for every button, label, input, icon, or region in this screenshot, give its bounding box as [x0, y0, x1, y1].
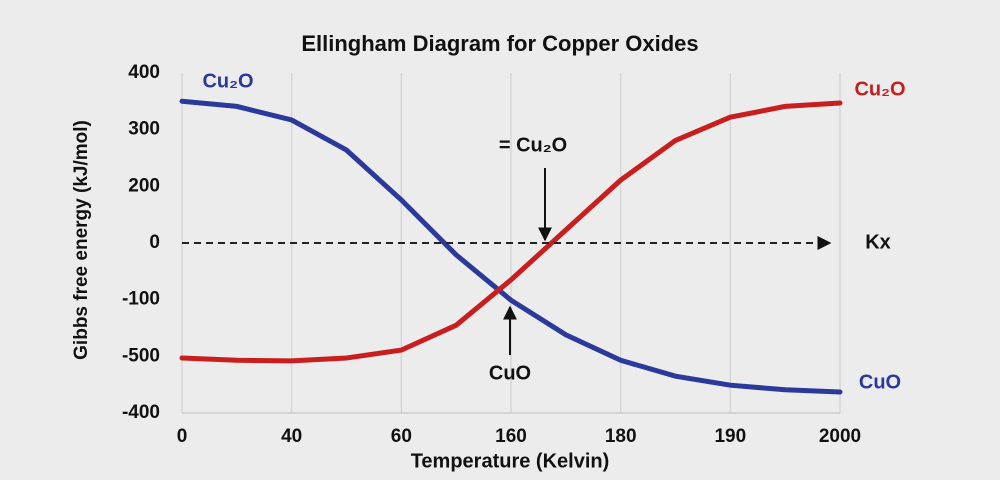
x-tick-label: 40	[281, 426, 302, 447]
annotation: Kx	[865, 231, 891, 253]
x-tick-label: 0	[177, 426, 188, 447]
x-tick-label: 190	[714, 426, 746, 447]
annotation: Cu₂O	[202, 70, 253, 92]
series-line	[179, 100, 843, 364]
annotation: Cu₂O	[854, 78, 905, 100]
y-tick-label: 200	[128, 175, 160, 196]
chart-title: Ellingham Diagram for Copper Oxides	[301, 31, 698, 56]
x-tick-label: 60	[391, 426, 412, 447]
x-tick-label: 2000	[819, 426, 861, 447]
y-tick-label: 300	[128, 119, 160, 140]
annotation: = Cu₂O	[499, 134, 567, 156]
y-tick-label: -100	[122, 289, 160, 310]
annotation: CuO	[859, 371, 901, 393]
y-tick-label: -400	[122, 402, 160, 423]
x-axis-label: Temperature (Kelvin)	[411, 450, 610, 472]
x-tick-label: 180	[605, 426, 637, 447]
annotation: CuO	[489, 362, 531, 384]
y-tick-label: -500	[122, 345, 160, 366]
y-tick-label: 400	[128, 62, 160, 83]
y-axis-label: Gibbs free energy (kJ/mol)	[71, 120, 92, 360]
series-line	[179, 98, 843, 395]
x-tick-label: 160	[495, 426, 527, 447]
y-tick-label: 0	[149, 232, 160, 253]
